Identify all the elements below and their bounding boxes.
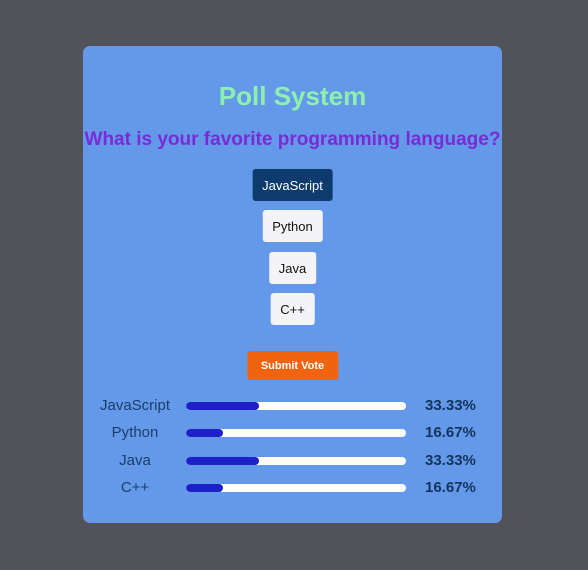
option-java-button[interactable]: Java bbox=[268, 252, 317, 284]
result-row-java: Java 33.33% bbox=[83, 451, 502, 471]
poll-options: JavaScript Python Java C++ bbox=[83, 169, 502, 329]
option-python-button[interactable]: Python bbox=[262, 210, 323, 242]
result-bar-track bbox=[186, 457, 406, 465]
result-percent: 16.67% bbox=[425, 424, 476, 441]
submit-vote-button[interactable]: Submit Vote bbox=[246, 351, 339, 380]
result-label: C++ bbox=[120, 479, 150, 496]
result-bar-fill bbox=[186, 429, 223, 437]
result-row-cpp: C++ 16.67% bbox=[83, 478, 502, 498]
result-percent: 16.67% bbox=[425, 479, 476, 496]
result-row-javascript: JavaScript 33.33% bbox=[83, 396, 502, 416]
result-label: Java bbox=[119, 452, 151, 469]
option-javascript-button[interactable]: JavaScript bbox=[252, 169, 333, 201]
result-label: Python bbox=[111, 424, 159, 441]
poll-question: What is your favorite programming langua… bbox=[84, 129, 501, 150]
result-bar-track bbox=[186, 484, 406, 492]
result-percent: 33.33% bbox=[425, 452, 476, 469]
poll-card: Poll System What is your favorite progra… bbox=[83, 46, 502, 523]
result-label: JavaScript bbox=[99, 397, 171, 414]
result-row-python: Python 16.67% bbox=[83, 423, 502, 443]
result-bar-fill bbox=[186, 484, 223, 492]
result-bar-fill bbox=[186, 402, 260, 410]
result-bar-fill bbox=[186, 457, 260, 465]
poll-title: Poll System bbox=[218, 81, 367, 111]
result-bar-track bbox=[186, 429, 406, 437]
result-percent: 33.33% bbox=[425, 397, 476, 414]
result-bar-track bbox=[186, 402, 406, 410]
option-cpp-button[interactable]: C++ bbox=[270, 293, 315, 325]
